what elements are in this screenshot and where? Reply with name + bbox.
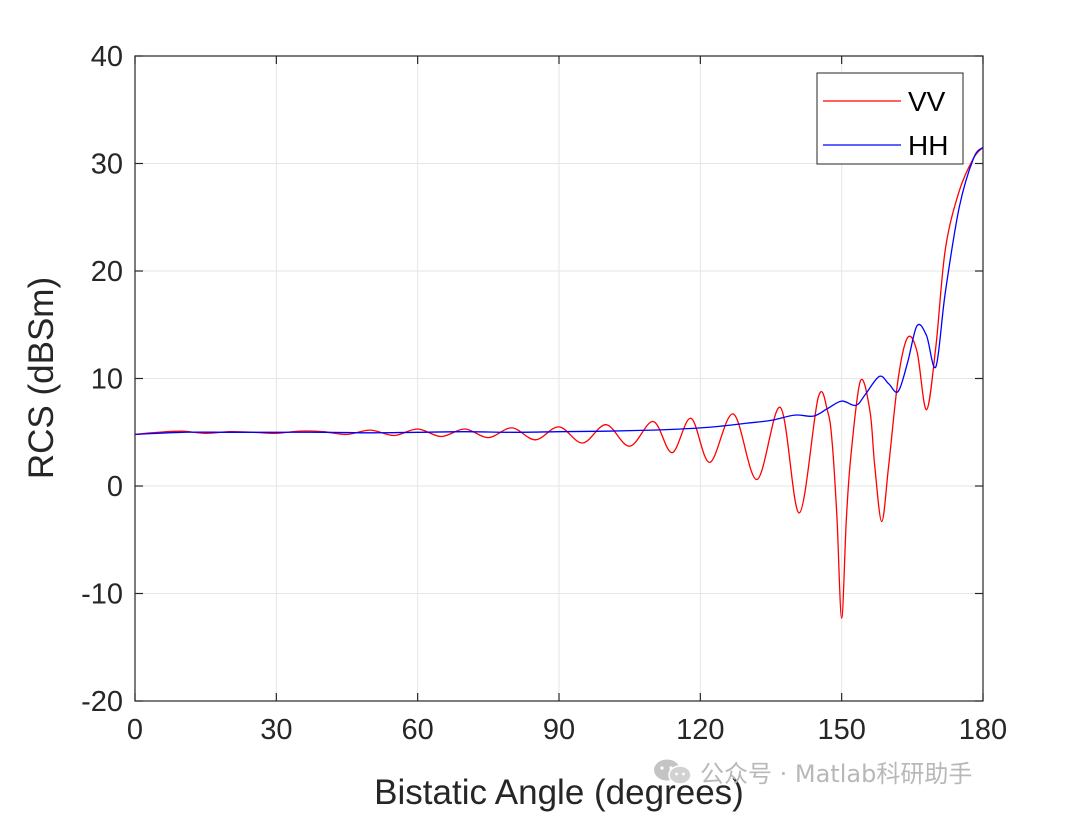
x-tick-label: 150: [817, 714, 865, 746]
y-tick-label: -10: [81, 579, 123, 611]
wechat-icon: [654, 759, 692, 785]
legend-label-vv: VV: [908, 86, 946, 117]
series-layer: [134, 146, 984, 619]
legend: VV HH: [816, 72, 964, 165]
watermark-text: 公众号 · Matlab科研助手: [700, 760, 973, 788]
x-tick-label: 180: [959, 714, 1007, 746]
x-tick-label: 30: [260, 714, 292, 746]
y-tick-label: 40: [91, 41, 123, 73]
x-tick-label: 60: [402, 714, 434, 746]
y-tick-label: 10: [91, 364, 123, 396]
y-tick-label: 30: [91, 149, 123, 181]
legend-box: [816, 72, 964, 165]
y-tick-label: 20: [91, 256, 123, 288]
y-tick-label: -20: [81, 686, 123, 718]
x-tick-label: 90: [543, 714, 575, 746]
x-tick-label: 120: [676, 714, 724, 746]
axis-ticks: 0 30 60 90 120 150 180 -20 -10 0 10 20 30 40: [81, 41, 1007, 746]
legend-label-hh: HH: [908, 130, 948, 161]
y-tick-label: 0: [107, 471, 123, 503]
watermark: 公众号 · Matlab科研助手: [652, 754, 972, 789]
x-tick-label: 0: [127, 714, 143, 746]
series-line-hh: [134, 146, 984, 436]
y-axis-label: RCS (dBSm): [22, 277, 61, 479]
series-line-vv: [134, 146, 984, 619]
